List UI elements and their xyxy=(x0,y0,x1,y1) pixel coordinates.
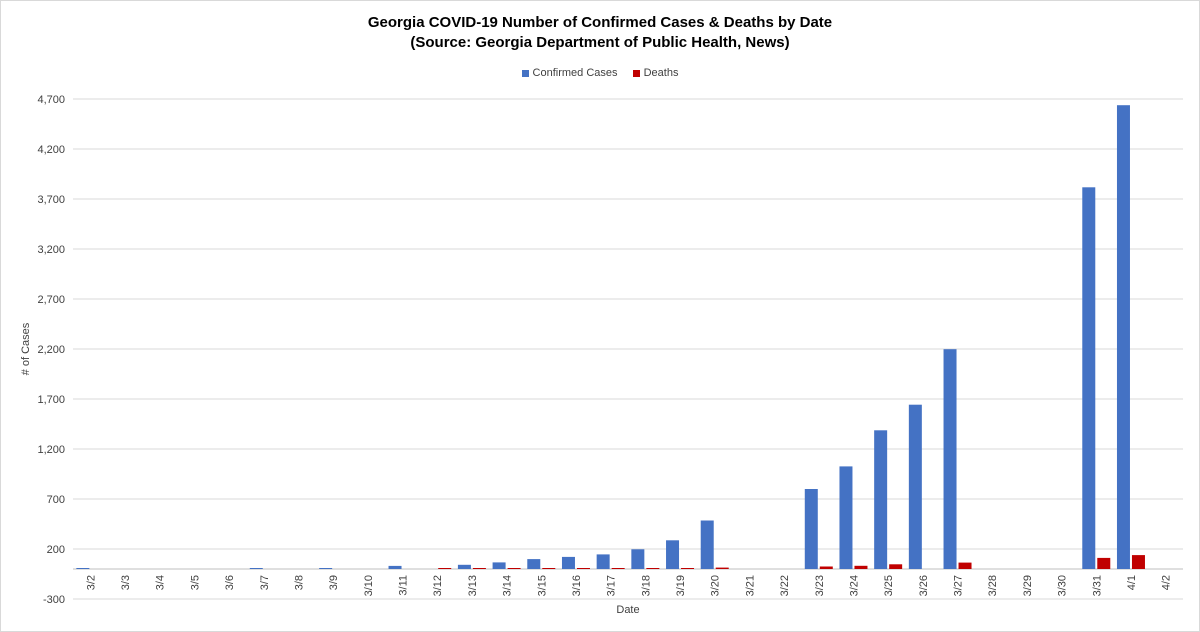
bar-confirmed xyxy=(631,549,645,569)
x-tick-label: 3/30 xyxy=(1057,575,1069,596)
bar-deaths xyxy=(1131,555,1145,569)
bar-confirmed xyxy=(527,559,541,569)
y-tick-label: 4,700 xyxy=(37,94,65,106)
chart-title: Georgia COVID-19 Number of Confirmed Cas… xyxy=(1,13,1199,53)
legend-swatch-confirmed xyxy=(521,69,529,77)
x-tick-label: 4/2 xyxy=(1161,575,1173,590)
bar-confirmed xyxy=(839,466,853,569)
x-tick-label: 4/1 xyxy=(1126,575,1138,590)
x-tick-label: 3/4 xyxy=(155,575,167,590)
x-tick-label: 3/19 xyxy=(675,575,687,596)
bar-confirmed xyxy=(319,568,333,569)
x-tick-label: 3/26 xyxy=(918,575,930,596)
x-tick-label: 3/17 xyxy=(606,575,618,596)
bar-deaths xyxy=(438,568,452,569)
x-tick-label: 3/25 xyxy=(883,575,895,596)
bar-confirmed xyxy=(249,568,263,569)
y-tick-label: 4,200 xyxy=(37,144,65,156)
legend-swatch-deaths xyxy=(632,69,640,77)
x-tick-label: 3/22 xyxy=(779,575,791,596)
bar-confirmed xyxy=(1082,187,1096,570)
bar-confirmed xyxy=(804,489,818,569)
x-axis-title: Date xyxy=(616,604,639,616)
bar-confirmed xyxy=(561,556,575,569)
x-tick-label: 3/29 xyxy=(1022,575,1034,596)
y-axis-title: # of Cases xyxy=(20,322,32,375)
y-tick-label: 1,200 xyxy=(37,444,65,456)
x-tick-label: 3/14 xyxy=(502,575,514,596)
bar-deaths xyxy=(646,568,660,569)
bar-deaths xyxy=(507,568,521,569)
x-tick-label: 3/3 xyxy=(120,575,132,590)
bar-confirmed xyxy=(908,404,922,569)
y-tick-label: 1,700 xyxy=(37,394,65,406)
legend-label-deaths: Deaths xyxy=(643,67,679,79)
bar-deaths xyxy=(1097,557,1111,569)
bar-deaths xyxy=(542,568,556,569)
x-tick-label: 3/27 xyxy=(953,575,965,596)
bar-deaths xyxy=(472,568,486,569)
x-tick-label: 3/7 xyxy=(259,575,271,590)
legend-item-confirmed: Confirmed Cases xyxy=(521,67,618,79)
x-tick-label: 3/5 xyxy=(189,575,201,590)
bar-confirmed xyxy=(700,520,714,569)
x-tick-label: 3/12 xyxy=(432,575,444,596)
x-tick-label: 3/6 xyxy=(224,575,236,590)
bar-deaths xyxy=(681,568,695,569)
x-tick-label: 3/18 xyxy=(640,575,652,596)
x-tick-label: 3/11 xyxy=(398,575,410,596)
x-tick-label: 3/16 xyxy=(571,575,583,596)
y-tick-label: 2,200 xyxy=(37,344,65,356)
chart-title-line1: Georgia COVID-19 Number of Confirmed Cas… xyxy=(367,14,833,31)
bar-deaths xyxy=(611,568,625,569)
x-tick-label: 3/13 xyxy=(467,575,479,596)
bar-confirmed xyxy=(596,554,610,569)
x-tick-label: 3/23 xyxy=(814,575,826,596)
legend-label-confirmed: Confirmed Cases xyxy=(532,67,618,79)
bar-confirmed xyxy=(943,349,957,569)
x-tick-label: 3/15 xyxy=(536,575,548,596)
y-tick-label: 2,700 xyxy=(37,294,65,306)
x-tick-label: 3/21 xyxy=(744,575,756,596)
bar-confirmed xyxy=(76,568,90,569)
bar-confirmed xyxy=(457,564,471,569)
x-tick-label: 3/24 xyxy=(848,575,860,596)
bar-confirmed xyxy=(492,562,506,569)
y-tick-label: -300 xyxy=(43,594,65,606)
y-tick-label: 700 xyxy=(47,494,65,506)
bar-confirmed xyxy=(666,540,680,569)
x-tick-label: 3/2 xyxy=(85,575,97,590)
y-tick-label: 200 xyxy=(47,544,65,556)
chart-title-line2: (Source: Georgia Department of Public He… xyxy=(410,34,790,51)
bar-deaths xyxy=(889,564,903,569)
y-tick-label: 3,200 xyxy=(37,244,65,256)
y-tick-label: 3,700 xyxy=(37,194,65,206)
bar-deaths xyxy=(854,565,868,569)
bar-deaths xyxy=(819,566,833,569)
bar-confirmed xyxy=(874,430,888,569)
bar-confirmed xyxy=(388,565,402,569)
bar-deaths xyxy=(958,562,972,569)
bar-deaths xyxy=(576,568,590,569)
bar-confirmed xyxy=(1116,105,1130,569)
legend-item-deaths: Deaths xyxy=(632,67,679,79)
x-tick-label: 3/31 xyxy=(1091,575,1103,596)
x-tick-label: 3/8 xyxy=(293,575,305,590)
x-tick-label: 3/9 xyxy=(328,575,340,590)
x-tick-label: 3/20 xyxy=(710,575,722,596)
x-tick-label: 3/28 xyxy=(987,575,999,596)
x-tick-label: 3/10 xyxy=(363,575,375,596)
bar-deaths xyxy=(715,567,729,569)
chart-legend: Confirmed Cases Deaths xyxy=(1,67,1199,80)
